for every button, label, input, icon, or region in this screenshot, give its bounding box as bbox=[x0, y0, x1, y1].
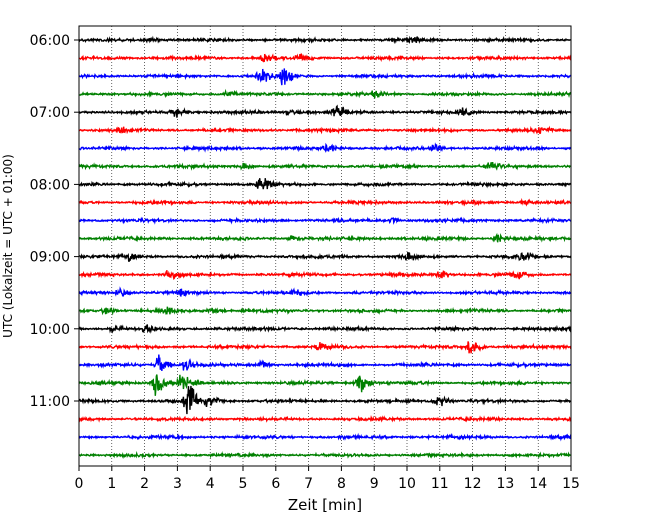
x-tick-label: 8 bbox=[337, 476, 346, 492]
trace-0645 bbox=[78, 88, 572, 99]
trace-0930 bbox=[78, 286, 572, 298]
x-tick-label: 7 bbox=[304, 476, 313, 492]
x-tick-label: 5 bbox=[239, 476, 248, 492]
vertical-gridlines bbox=[111, 26, 539, 466]
trace-1115 bbox=[78, 415, 572, 423]
trace-0730 bbox=[78, 142, 572, 153]
y-tick-label: 06:00 bbox=[30, 33, 70, 49]
trace-1015 bbox=[78, 341, 572, 354]
seismic-traces bbox=[78, 35, 572, 460]
trace-0615 bbox=[78, 52, 572, 63]
trace-1000 bbox=[78, 324, 572, 334]
x-tick-label: 10 bbox=[398, 476, 416, 492]
trace-0915 bbox=[78, 270, 572, 281]
x-tick-label: 15 bbox=[562, 476, 580, 492]
x-tick-label: 0 bbox=[75, 476, 84, 492]
trace-0845 bbox=[78, 232, 572, 243]
trace-1130 bbox=[78, 432, 572, 442]
trace-0815 bbox=[78, 197, 572, 207]
trace-0630 bbox=[78, 68, 572, 86]
trace-0800 bbox=[78, 178, 572, 190]
y-tick-label: 08:00 bbox=[30, 177, 70, 193]
trace-0700 bbox=[78, 104, 572, 118]
trace-1030 bbox=[78, 354, 572, 371]
y-tick-label: 07:00 bbox=[30, 105, 70, 121]
x-tick-label: 11 bbox=[431, 476, 449, 492]
x-tick-label: 3 bbox=[173, 476, 182, 492]
trace-0745 bbox=[78, 162, 572, 171]
x-tick-label: 4 bbox=[206, 476, 215, 492]
y-axis-ticks: 06:00 07:00 08:00 09:00 10:00 11:00 bbox=[30, 33, 79, 410]
x-tick-label: 2 bbox=[140, 476, 149, 492]
x-tick-label: 13 bbox=[496, 476, 514, 492]
y-axis-label: UTC (Lokalzeit = UTC + 01:00) bbox=[1, 154, 15, 338]
trace-0900 bbox=[78, 252, 572, 262]
plot-background bbox=[79, 26, 571, 466]
x-tick-label: 14 bbox=[529, 476, 547, 492]
trace-0830 bbox=[78, 216, 572, 225]
x-tick-label: 9 bbox=[370, 476, 379, 492]
x-tick-label: 12 bbox=[464, 476, 482, 492]
y-tick-label: 09:00 bbox=[30, 250, 70, 266]
trace-0715 bbox=[78, 125, 572, 135]
x-tick-label: 1 bbox=[107, 476, 116, 492]
trace-1045 bbox=[78, 374, 572, 396]
y-tick-label: 11:00 bbox=[30, 394, 70, 410]
trace-1100 bbox=[78, 385, 572, 415]
y-tick-label: 10:00 bbox=[30, 322, 70, 338]
plot-frame bbox=[78, 25, 572, 467]
trace-1145 bbox=[78, 450, 572, 460]
trace-0945 bbox=[78, 306, 572, 316]
trace-0600 bbox=[78, 35, 572, 45]
x-axis-ticks: 0 1 2 3 4 5 6 7 8 9 10 11 12 13 14 15 bbox=[75, 466, 580, 492]
x-axis-label: Zeit [min] bbox=[288, 496, 362, 514]
x-tick-label: 6 bbox=[271, 476, 280, 492]
